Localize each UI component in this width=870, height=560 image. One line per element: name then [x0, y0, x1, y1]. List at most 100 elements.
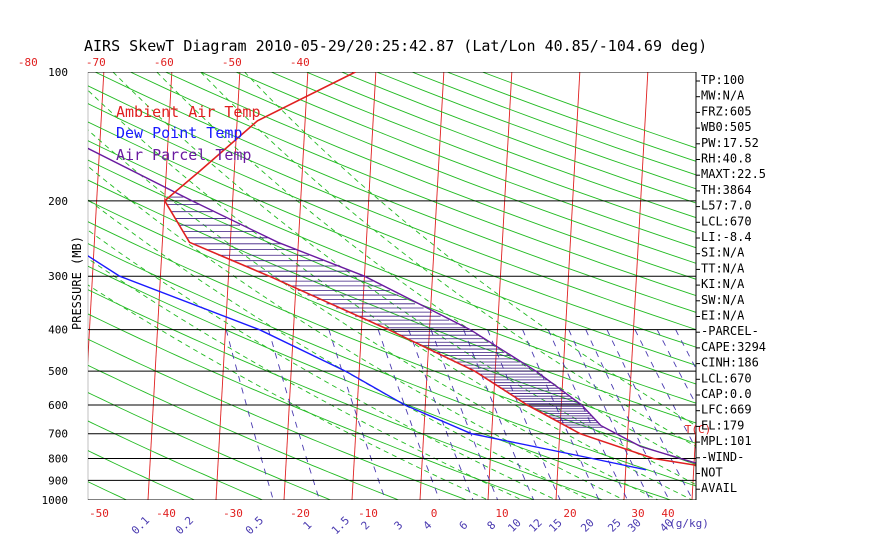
- pressure-tick-label: 200: [48, 195, 68, 208]
- moist-adiabat-line: [88, 258, 524, 500]
- dry-adiabat-line: [88, 200, 696, 444]
- dry-adiabat-line: [88, 289, 604, 500]
- moist-adiabat-line: [88, 284, 490, 500]
- dry-adiabat-line: [88, 103, 696, 348]
- isotherm-line: [11, 52, 37, 517]
- dry-adiabat-line: [411, 72, 696, 176]
- moist-adiabat-line: [88, 229, 558, 500]
- mixing-ratio-tick-label: 8: [485, 519, 499, 533]
- index-label: WB0:505: [701, 120, 752, 134]
- y-axis-label: PRESSURE (MB): [70, 236, 84, 330]
- dry-adiabat-line: [88, 159, 696, 404]
- mixing-ratio-line: [430, 329, 499, 500]
- index-label: SW:N/A: [701, 293, 745, 307]
- isotherm-line: [283, 72, 309, 500]
- index-label: LCL:670: [701, 214, 752, 228]
- moist-adiabat-line: [200, 72, 696, 448]
- pressure-tick-label: 100: [48, 66, 68, 79]
- index-label: LCL:670: [701, 371, 752, 385]
- mixing-ratio-tick-label: 0.2: [173, 514, 196, 537]
- mixing-ratio-tick-label: 12: [526, 516, 545, 535]
- mixing-ratio-line: [408, 329, 474, 500]
- pressure-tick-label: 800: [48, 453, 68, 466]
- moist-adiabat-line: [156, 72, 696, 467]
- legend: Ambient Air Temp Dew Point Temp Air Parc…: [116, 103, 261, 164]
- isotherm-line: [88, 72, 105, 365]
- index-label: L57:7.0: [701, 199, 752, 213]
- top-temp-tick-label: -70: [86, 56, 106, 69]
- index-label: MAXT:22.5: [701, 167, 766, 181]
- dry-adiabat-line: [88, 364, 400, 500]
- index-label: CAPE:3294: [701, 340, 766, 354]
- mixing-ratio-tick-label: 20: [578, 516, 597, 535]
- mixing-ratio-line: [225, 329, 274, 500]
- dry-adiabat-line: [482, 72, 696, 149]
- mixing-ratio-line: [328, 329, 386, 500]
- index-label: EI:N/A: [701, 309, 745, 323]
- isotherm-line: [827, 52, 853, 517]
- index-label: SI:N/A: [701, 246, 745, 260]
- bottom-temp-tick-label: 40: [661, 507, 674, 520]
- isotherm-line: [487, 72, 513, 500]
- index-label: TT:N/A: [701, 261, 745, 275]
- top-temp-tick-label: -50: [222, 56, 242, 69]
- mixing-ratio-tick-label: 0.1: [129, 514, 152, 537]
- dry-adiabat-line: [0, 72, 8, 509]
- bottom-temp-tick-label: -20: [290, 507, 310, 520]
- mixing-ratio-line: [377, 329, 440, 500]
- index-label: MPL:101: [701, 434, 752, 448]
- index-label: AVAIL: [701, 481, 737, 495]
- moist-adiabat-line: [112, 72, 696, 486]
- mixing-ratio-tick-label: 1: [301, 519, 315, 533]
- mixing-ratio-line: [606, 329, 694, 500]
- dry-adiabat-line: [88, 265, 673, 500]
- dew-point-curve: [88, 255, 647, 471]
- index-label: CINH:186: [701, 356, 759, 370]
- mixing-ratio-tick-label: 3: [392, 519, 406, 533]
- pressure-tick-label: 600: [48, 399, 68, 412]
- mixing-ratio-tick-label: 25: [605, 516, 624, 535]
- ambient-air-curve: [163, 72, 696, 467]
- air-parcel-curve: [88, 147, 696, 464]
- dry-adiabat-line: [88, 338, 468, 500]
- top-temp-tick-label: -40: [290, 56, 310, 69]
- top-temp-ticks: -120-110-100-90-80-70-60-50-40: [18, 56, 310, 69]
- bottom-temp-tick-label: 30: [631, 507, 644, 520]
- isotherm-line: [419, 72, 445, 500]
- bottom-temp-tick-label: -40: [156, 507, 176, 520]
- index-label: -PARCEL-: [701, 324, 759, 338]
- dry-adiabat-line: [88, 179, 696, 424]
- index-label: -WIND-: [701, 450, 744, 464]
- pressure-ticks: 100 200 300 400 500 600 700 800 900 1000: [42, 66, 69, 507]
- index-label: LFC:669: [701, 403, 752, 417]
- dry-adiabat-line: [88, 392, 332, 500]
- dry-adiabat-line: [0, 72, 77, 509]
- moist-adiabat-line: [88, 129, 660, 500]
- isotherm-line: [215, 72, 241, 500]
- isotherm-line: [147, 72, 173, 500]
- mixing-ratio-line: [656, 329, 696, 406]
- pressure-tick-label: 300: [48, 270, 68, 283]
- mixing-ratio-tick-label: 1.5: [329, 514, 352, 537]
- dry-adiabat-line: [88, 85, 696, 331]
- legend-ambient-air-temp: Ambient Air Temp: [116, 103, 261, 121]
- dry-adiabat-line: [94, 72, 696, 313]
- moist-adiabat-line: [244, 72, 696, 427]
- legend-air-parcel-temp: Air Parcel Temp: [116, 146, 251, 164]
- bottom-temp-tick-label: -30: [223, 507, 243, 520]
- index-label: RH:40.8: [701, 152, 752, 166]
- index-label: TH:3864: [701, 183, 752, 197]
- mixing-ratio-line: [463, 329, 535, 500]
- mixing-ratio-line: [585, 329, 670, 500]
- pressure-tick-label: 500: [48, 365, 68, 378]
- mixing-ratio-line: [568, 329, 651, 500]
- dry-adiabat-line: [130, 72, 696, 297]
- bottom-temp-ticks: -50 -40 -30 -20 -10 0 10 20 30 40 T(C): [89, 423, 711, 520]
- index-label: CAP:0.0: [701, 387, 752, 401]
- bottom-temp-unit: T(C): [685, 423, 712, 436]
- chart-title: AIRS SkewT Diagram 2010-05-29/20:25:42.8…: [84, 37, 707, 55]
- dry-adiabat-line: [88, 221, 696, 465]
- dry-adiabat-line: [88, 243, 696, 487]
- dry-adiabat-line: [88, 121, 696, 366]
- mixing-ratio-ticks: 0.1 0.2 0.5 1 1.5 2 3 4 6 8 10 12 15 20 25 30 40(g/kg): [129, 514, 709, 537]
